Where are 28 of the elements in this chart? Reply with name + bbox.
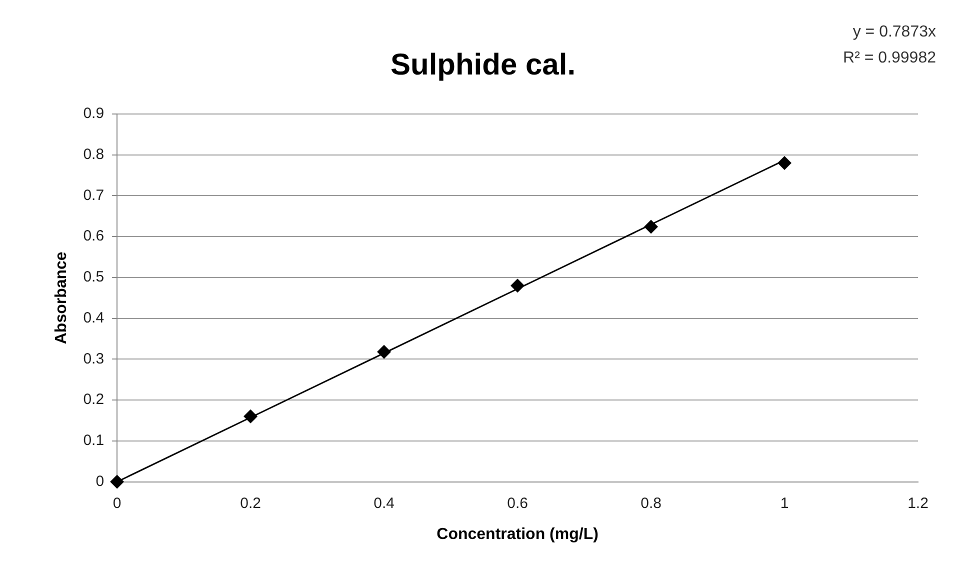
y-tick-label: 0.3 bbox=[83, 350, 104, 368]
point bbox=[510, 278, 525, 293]
y-tick-label: 0.6 bbox=[83, 228, 104, 245]
x-tick-label: 0.2 bbox=[240, 494, 261, 512]
y-tick-label: 0.8 bbox=[83, 146, 104, 164]
point bbox=[110, 474, 124, 489]
x-tick-label: 0.6 bbox=[507, 494, 528, 512]
x-axis-title: Concentration (mg/L) bbox=[436, 526, 598, 543]
x-tick-label: 0 bbox=[112, 494, 122, 512]
y-tick-label: 0.4 bbox=[83, 309, 104, 326]
point bbox=[244, 409, 258, 424]
point bbox=[377, 344, 392, 359]
y-tick-label: 0 bbox=[96, 472, 104, 490]
y-tick-label: 0.2 bbox=[83, 391, 104, 408]
point bbox=[778, 156, 792, 170]
y-tick-label: 0.1 bbox=[83, 432, 104, 450]
x-tick-label: 0.4 bbox=[374, 494, 394, 512]
y-axis-title: Absorbance bbox=[53, 252, 70, 344]
x-tick-label: 1.2 bbox=[908, 494, 928, 512]
y-tick-label: 0.5 bbox=[83, 268, 104, 286]
x-tick-label: 0.8 bbox=[640, 494, 662, 512]
chart-title: Sulphide cal. bbox=[390, 48, 576, 82]
y-tick-label: 0.9 bbox=[83, 105, 104, 122]
x-tick-label: 1 bbox=[780, 494, 789, 512]
text: R² = 0.99982 bbox=[843, 49, 936, 66]
y-tick-label: 0.7 bbox=[83, 186, 104, 204]
text: y = 0.7873x bbox=[852, 23, 936, 40]
point bbox=[644, 220, 658, 234]
